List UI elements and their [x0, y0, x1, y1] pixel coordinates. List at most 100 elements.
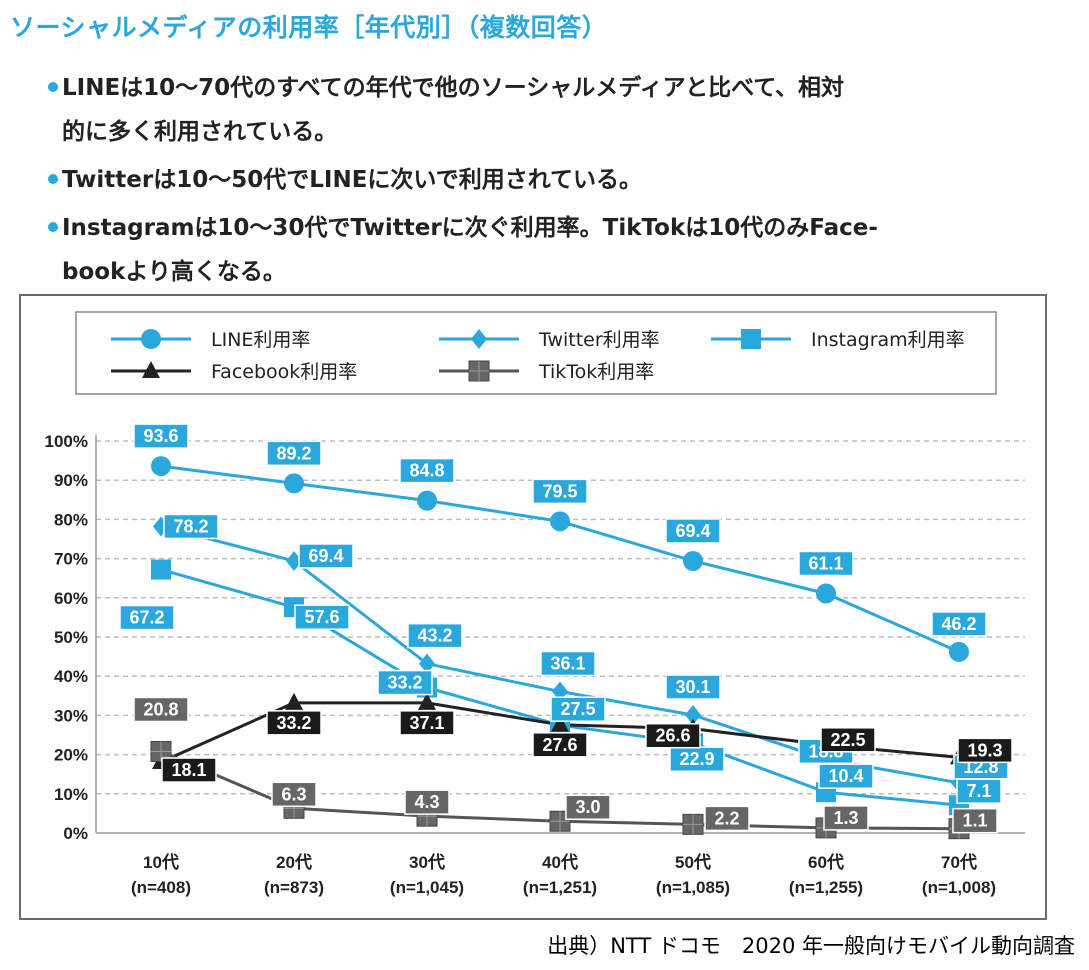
chart-frame: 0% 10% 20% 30% 40% 50% 60% 70% 80% 90% 100% 10代 (n=4… [19, 294, 1047, 920]
data-point [550, 511, 570, 532]
bullet-text-line: Instagramは10〜30代でTwitterに次ぐ利用率。TikTokは10… [62, 215, 878, 241]
x-tick-label: 70代 [941, 852, 977, 872]
data-label-box [957, 737, 1013, 764]
data-label-box [399, 457, 455, 484]
y-tick-label: 50% [54, 628, 88, 647]
data-point [419, 653, 435, 674]
bullet-dot-icon [48, 222, 58, 232]
data-label-box [818, 763, 874, 789]
legend-marker-icon [142, 361, 160, 378]
data-label-box [298, 543, 354, 569]
data-label: 22.9 [679, 749, 714, 769]
x-tick-sample-size: (n=408) [131, 878, 191, 897]
data-label-box [669, 746, 725, 772]
data-label: 67.2 [129, 608, 164, 628]
data-label: 26.6 [655, 726, 690, 746]
data-label-box [294, 604, 350, 630]
data-label: 33.2 [387, 673, 422, 693]
page-title: ソーシャルメディアの利用率［年代別］（複数回答） [10, 13, 608, 42]
line-chart: 0% 10% 20% 30% 40% 50% 60% 70% 80% 90% 100% 10代 (n=4… [45, 311, 1025, 897]
data-label-box [266, 710, 322, 736]
data-label-box [133, 696, 189, 723]
data-point [417, 490, 437, 511]
legend-label: Facebook利用率 [211, 361, 357, 383]
data-label: 19.3 [967, 740, 1002, 760]
data-point [685, 705, 701, 726]
data-label: 30.1 [675, 677, 710, 697]
data-label-box [565, 794, 611, 820]
data-label: 18.1 [171, 760, 206, 780]
data-label: 69.4 [675, 521, 710, 541]
data-label: 84.8 [409, 461, 444, 481]
data-label: 37.1 [409, 713, 444, 733]
y-tick-label: 60% [54, 589, 88, 608]
data-label: 10.4 [828, 766, 863, 786]
legend-label: Twitter利用率 [538, 329, 660, 351]
data-point [285, 692, 303, 710]
data-label-box [163, 513, 219, 540]
data-label: 20.8 [143, 699, 178, 719]
data-point [552, 681, 568, 702]
data-label: 2.2 [714, 808, 739, 828]
data-label: 79.5 [542, 481, 577, 501]
data-label: 61.1 [808, 553, 843, 573]
data-label-box [266, 440, 322, 467]
y-tick-label: 40% [54, 667, 88, 686]
x-tick-label: 50代 [675, 852, 711, 872]
data-label-box [704, 805, 750, 832]
x-tick-sample-size: (n=1,251) [523, 878, 597, 897]
bullet-item: Instagramは10〜30代でTwitterに次ぐ利用率。TikTokは10… [48, 206, 1062, 294]
data-point [151, 456, 171, 477]
data-label-box [550, 696, 606, 722]
data-label-box [133, 423, 189, 449]
x-tick-sample-size: (n=1,255) [789, 878, 863, 897]
y-tick-label: 90% [54, 471, 88, 490]
data-label-box [532, 478, 588, 505]
data-point [816, 583, 836, 604]
data-label-box [665, 674, 721, 700]
summary-bullets: LINEは10〜70代のすべての年代で他のソーシャルメディアと比べて、相対 的に… [48, 66, 1062, 298]
data-point [949, 641, 969, 662]
bullet-text-line: 的に多く利用されている。 [62, 119, 338, 145]
bullet-dot-icon [48, 82, 58, 92]
data-label: 36.1 [550, 653, 585, 673]
y-tick-label: 0% [63, 824, 88, 843]
data-label: 57.6 [304, 607, 339, 627]
data-label-box [377, 669, 433, 696]
data-label: 46.2 [941, 614, 976, 634]
data-point [551, 714, 569, 732]
data-label-box [399, 710, 455, 736]
data-label-box [540, 650, 596, 677]
data-point [151, 559, 171, 580]
y-tick-label: 20% [54, 746, 88, 765]
data-label-box [119, 604, 175, 631]
x-tick-sample-size: (n=1,008) [922, 878, 996, 897]
legend-box [75, 311, 997, 395]
data-point [683, 550, 703, 571]
data-label-box [404, 789, 450, 815]
data-label: 3.0 [575, 797, 600, 817]
x-tick-sample-size: (n=1,045) [390, 878, 464, 897]
data-label: 22.5 [830, 730, 865, 750]
data-label-box [931, 611, 987, 637]
data-label-box [645, 722, 701, 749]
bullet-text-line: LINEは10〜70代のすべての年代で他のソーシャルメディアと比べて、相対 [62, 75, 845, 101]
data-label: 27.6 [542, 735, 577, 755]
legend-marker-icon [741, 329, 761, 349]
legend-label: Instagram利用率 [811, 329, 965, 351]
legend-label: LINE利用率 [211, 329, 310, 351]
legend-label: TikTok利用率 [538, 361, 654, 383]
data-label: 7.1 [966, 781, 991, 801]
data-point [284, 473, 304, 494]
data-label: 6.3 [281, 784, 306, 804]
bullet-text-line: bookより高くなる。 [62, 259, 286, 285]
data-label-box [952, 807, 998, 834]
x-tick-label: 20代 [276, 852, 312, 872]
data-label-box [271, 781, 317, 808]
data-label: 27.5 [560, 699, 595, 719]
data-label: 43.2 [417, 626, 452, 646]
data-label: 1.1 [962, 811, 987, 831]
bullet-dot-icon [48, 174, 58, 184]
data-label-box [665, 518, 721, 544]
data-label: 89.2 [276, 443, 311, 463]
